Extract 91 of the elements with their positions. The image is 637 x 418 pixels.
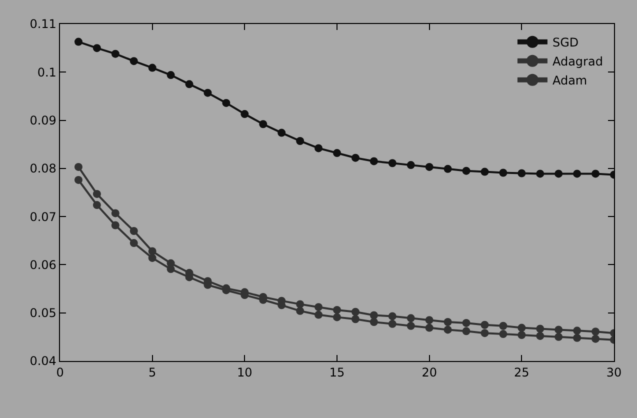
point xyxy=(148,64,156,72)
x-tick-label: 20 xyxy=(422,366,437,380)
point xyxy=(536,324,544,333)
y-tick-label: 0.08 xyxy=(30,162,56,176)
legend-label: Adagrad xyxy=(552,54,603,69)
point xyxy=(166,71,175,80)
point xyxy=(536,170,544,178)
point xyxy=(573,326,582,335)
point xyxy=(425,324,434,332)
point xyxy=(296,300,304,308)
point xyxy=(351,308,360,316)
point xyxy=(554,332,563,341)
point xyxy=(74,162,82,171)
point xyxy=(406,322,415,330)
point xyxy=(204,88,212,97)
point xyxy=(425,316,434,324)
point xyxy=(130,227,138,236)
point xyxy=(333,149,341,158)
point xyxy=(333,313,341,322)
point xyxy=(185,80,194,88)
point xyxy=(92,201,101,210)
point xyxy=(499,330,508,338)
point xyxy=(592,328,600,336)
point xyxy=(166,265,175,274)
x-tick-label: 5 xyxy=(148,366,156,380)
point xyxy=(259,120,268,128)
point xyxy=(425,162,434,171)
x-tick-label: 15 xyxy=(329,366,345,380)
point xyxy=(222,98,230,107)
point xyxy=(111,221,120,230)
point xyxy=(592,170,600,178)
y-tick-label: 0.11 xyxy=(30,17,56,32)
y-tick-label: 0.09 xyxy=(30,113,56,128)
point xyxy=(592,334,600,343)
point xyxy=(388,320,396,328)
point xyxy=(499,322,508,330)
y-tick-label: 0.04 xyxy=(30,354,56,368)
point xyxy=(296,136,304,145)
point xyxy=(314,310,323,319)
point xyxy=(314,303,323,312)
point xyxy=(462,166,470,175)
point xyxy=(111,209,120,218)
point xyxy=(444,326,452,334)
point xyxy=(370,311,378,320)
x-tick-label: 25 xyxy=(514,366,530,380)
y-tick-label: 0.06 xyxy=(30,258,56,272)
x-tick-label: 30 xyxy=(606,366,622,380)
point xyxy=(573,170,582,178)
point xyxy=(554,170,563,178)
point xyxy=(370,318,378,326)
point xyxy=(111,50,120,58)
y-tick-label: 0.05 xyxy=(30,306,56,320)
point xyxy=(462,327,470,336)
point xyxy=(480,320,489,329)
point xyxy=(314,144,323,152)
point xyxy=(406,314,415,322)
point xyxy=(296,306,304,315)
point xyxy=(518,169,526,178)
point xyxy=(74,38,82,46)
y-tick-label: 0.07 xyxy=(30,210,56,224)
point xyxy=(480,168,489,176)
point xyxy=(462,318,470,327)
point xyxy=(444,164,452,173)
point xyxy=(554,326,563,334)
x-tick-label: 0 xyxy=(56,366,64,380)
y-tick-label: 0.1 xyxy=(37,65,56,80)
legend-label: SGD xyxy=(552,36,579,50)
point xyxy=(536,332,544,340)
point xyxy=(92,190,101,198)
point xyxy=(130,57,138,66)
point xyxy=(518,324,526,332)
point xyxy=(278,128,286,137)
point xyxy=(370,157,378,166)
point xyxy=(480,329,489,338)
point xyxy=(130,239,138,248)
point xyxy=(333,306,341,314)
point xyxy=(388,312,396,320)
point xyxy=(388,159,396,168)
point xyxy=(351,315,360,324)
point xyxy=(92,44,101,52)
point xyxy=(148,254,156,262)
point xyxy=(351,154,360,162)
point xyxy=(573,334,582,342)
legend-label: Adam xyxy=(552,74,588,88)
point xyxy=(74,176,82,184)
point xyxy=(406,161,415,170)
x-tick-label: 10 xyxy=(237,366,252,380)
point xyxy=(444,318,452,326)
point xyxy=(518,331,526,339)
point xyxy=(499,168,508,177)
point xyxy=(240,110,249,118)
